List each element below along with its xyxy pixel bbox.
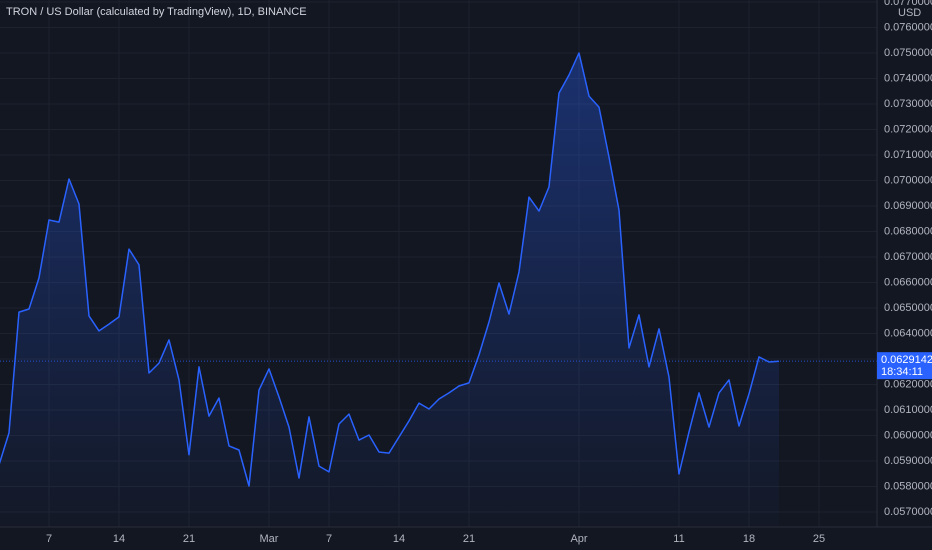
axes: 0.05700000 0.05800000 0.05900000 0.06000000… [46, 0, 932, 545]
y-tick-label: 0.05800000 [884, 480, 932, 492]
y-tick-label: 0.07200000 [884, 123, 932, 135]
y-tick-label: 0.06600000 [884, 276, 932, 288]
x-tick-label: 25 [813, 533, 825, 545]
x-tick-label: 14 [393, 533, 405, 545]
y-tick-label: 0.06100000 [884, 404, 932, 416]
x-tick-label: 21 [183, 533, 195, 545]
y-tick-label: 0.07100000 [884, 149, 932, 161]
x-tick-label: 11 [673, 533, 684, 545]
y-tick-label: 0.06200000 [884, 378, 932, 390]
x-tick-label: 7 [46, 533, 52, 545]
y-tick-label: 0.05700000 [884, 506, 932, 518]
y-tick-label: 0.06500000 [884, 302, 932, 314]
x-tick-label: 18 [743, 533, 755, 545]
currency-label: USD [898, 7, 921, 19]
x-tick-label: Mar [260, 533, 279, 545]
y-tick-label: 0.06800000 [884, 225, 932, 237]
y-tick-label: 0.07000000 [884, 174, 932, 186]
chart-title: TRON / US Dollar (calculated by TradingV… [6, 6, 307, 18]
x-tick-label: 14 [113, 533, 125, 545]
last-price-label: 0.06291424 [881, 354, 932, 366]
y-tick-label: 0.07400000 [884, 72, 932, 84]
y-tick-label: 0.07700000 [884, 0, 932, 8]
x-tick-label: 7 [326, 533, 332, 545]
price-line [0, 52, 780, 487]
x-tick-label: Apr [570, 533, 587, 545]
y-tick-label: 0.07300000 [884, 98, 932, 110]
y-tick-label: 0.06400000 [884, 327, 932, 339]
y-tick-label: 0.07500000 [884, 47, 932, 59]
x-tick-label: 21 [463, 533, 475, 545]
y-tick-label: 0.06900000 [884, 200, 932, 212]
y-tick-label: 0.05900000 [884, 455, 932, 467]
y-tick-label: 0.06000000 [884, 429, 932, 441]
countdown-label: 18:34:11 [881, 366, 923, 378]
y-tick-label: 0.07600000 [884, 21, 932, 33]
plot [0, 52, 877, 527]
y-tick-label: 0.06700000 [884, 251, 932, 263]
last-price-tag [877, 352, 932, 380]
